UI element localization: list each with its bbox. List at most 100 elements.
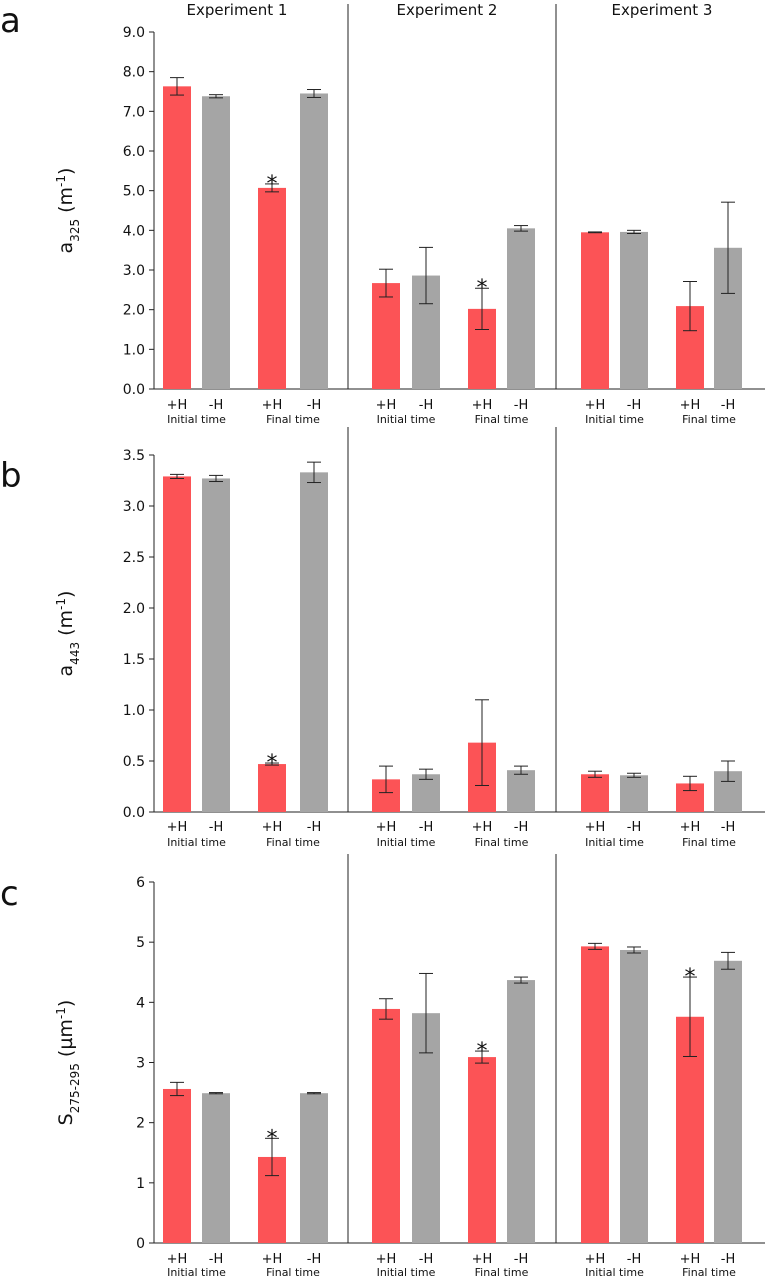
y-tick-label: 6 bbox=[136, 875, 145, 891]
experiment-2-title: Experiment 2 bbox=[397, 1, 498, 19]
y-axis-label-main: a bbox=[55, 665, 77, 677]
y-axis-label-superscript: -1 bbox=[54, 175, 68, 187]
bar-plus-h bbox=[581, 774, 609, 812]
x-category-label: -H bbox=[721, 820, 735, 835]
y-tick-label: 5.0 bbox=[123, 184, 145, 200]
x-category-label: +H bbox=[262, 1252, 283, 1267]
group-label-final: Final time bbox=[682, 1266, 736, 1276]
y-axis-label-superscript: -1 bbox=[54, 1007, 68, 1019]
y-axis-label-unit: (µm bbox=[55, 1019, 77, 1063]
group-label-initial: Initial time bbox=[585, 1266, 644, 1276]
group-label-final: Final time bbox=[682, 836, 736, 849]
group-label-initial: Initial time bbox=[585, 836, 644, 849]
x-category-label: -H bbox=[307, 820, 321, 835]
group-label-initial: Initial time bbox=[377, 836, 436, 849]
panel-letter: c bbox=[0, 874, 19, 914]
group-label-initial: Initial time bbox=[167, 836, 226, 849]
bar-plus-h bbox=[372, 283, 400, 389]
x-category-label: -H bbox=[514, 1252, 528, 1267]
x-category-label: +H bbox=[167, 1252, 188, 1267]
bar-minus-h bbox=[507, 980, 535, 1243]
y-axis-label-main: S bbox=[55, 1113, 77, 1125]
y-tick-label: 3.5 bbox=[123, 448, 145, 464]
x-category-label: -H bbox=[721, 398, 735, 413]
bar-plus-h bbox=[163, 1088, 191, 1243]
panel-letter: b bbox=[0, 456, 22, 496]
group-label-final: Final time bbox=[475, 413, 529, 426]
group-label-initial: Initial time bbox=[377, 1266, 436, 1276]
x-category-label: +H bbox=[262, 820, 283, 835]
y-tick-label: 4.0 bbox=[123, 223, 145, 239]
bar-minus-h bbox=[620, 775, 648, 812]
group-label-final: Final time bbox=[682, 413, 736, 426]
bar-plus-h bbox=[581, 946, 609, 1243]
y-axis-label-subscript: 275-295 bbox=[68, 1063, 82, 1113]
x-category-label: +H bbox=[585, 1252, 606, 1267]
group-label-final: Final time bbox=[266, 836, 320, 849]
x-category-label: +H bbox=[376, 1252, 397, 1267]
bar-plus-h bbox=[468, 1057, 496, 1243]
y-tick-label: 1.0 bbox=[123, 342, 145, 358]
y-axis-label-close: ) bbox=[55, 1000, 77, 1007]
bar-minus-h bbox=[202, 96, 230, 389]
x-category-label: -H bbox=[307, 1252, 321, 1267]
group-label-initial: Initial time bbox=[585, 413, 644, 426]
x-category-label: +H bbox=[262, 398, 283, 413]
y-tick-label: 2 bbox=[136, 1116, 145, 1132]
x-category-label: -H bbox=[209, 1252, 223, 1267]
y-axis-label-subscript: 325 bbox=[68, 219, 82, 242]
x-category-label: +H bbox=[376, 398, 397, 413]
y-tick-label: 0.0 bbox=[123, 382, 145, 398]
bar-minus-h bbox=[300, 93, 328, 389]
bar-plus-h bbox=[258, 187, 286, 389]
x-category-label: +H bbox=[680, 1252, 701, 1267]
y-axis-label-close: ) bbox=[55, 168, 77, 175]
x-category-label: -H bbox=[209, 398, 223, 413]
y-axis-label: a325 (m-1) bbox=[54, 168, 82, 254]
y-tick-label: 6.0 bbox=[123, 144, 145, 160]
y-tick-label: 7.0 bbox=[123, 104, 145, 120]
x-category-label: -H bbox=[627, 1252, 641, 1267]
bar-minus-h bbox=[620, 231, 648, 389]
x-category-label: -H bbox=[419, 398, 433, 413]
y-tick-label: 9.0 bbox=[123, 25, 145, 41]
y-axis-label-unit: (m bbox=[55, 187, 77, 219]
y-tick-label: 2.5 bbox=[123, 550, 145, 566]
experiment-1-title: Experiment 1 bbox=[187, 1, 288, 19]
x-category-label: +H bbox=[167, 820, 188, 835]
significance-star: * bbox=[267, 751, 278, 776]
x-category-label: -H bbox=[514, 820, 528, 835]
x-category-label: +H bbox=[585, 398, 606, 413]
bar-minus-h bbox=[507, 770, 535, 812]
bar-minus-h bbox=[300, 1093, 328, 1243]
x-category-label: +H bbox=[680, 398, 701, 413]
y-tick-label: 1.5 bbox=[123, 652, 145, 668]
group-label-initial: Initial time bbox=[377, 413, 436, 426]
group-label-final: Final time bbox=[266, 1266, 320, 1276]
significance-star: * bbox=[685, 965, 696, 990]
y-tick-label: 2.0 bbox=[123, 601, 145, 617]
significance-star: * bbox=[477, 276, 488, 301]
group-label-final: Final time bbox=[475, 836, 529, 849]
bar-minus-h bbox=[202, 1093, 230, 1243]
bar-plus-h bbox=[163, 86, 191, 390]
bar-plus-h bbox=[581, 232, 609, 389]
x-category-label: -H bbox=[419, 820, 433, 835]
x-category-label: -H bbox=[419, 1252, 433, 1267]
group-label-initial: Initial time bbox=[167, 413, 226, 426]
y-tick-label: 2.0 bbox=[123, 303, 145, 319]
bar-minus-h bbox=[714, 960, 742, 1243]
y-tick-label: 0.5 bbox=[123, 754, 145, 770]
bar-minus-h bbox=[412, 774, 440, 812]
y-tick-label: 3.0 bbox=[123, 499, 145, 515]
y-tick-label: 0.0 bbox=[123, 805, 145, 821]
bar-plus-h bbox=[258, 764, 286, 812]
x-category-label: -H bbox=[209, 820, 223, 835]
group-label-final: Final time bbox=[475, 1266, 529, 1276]
